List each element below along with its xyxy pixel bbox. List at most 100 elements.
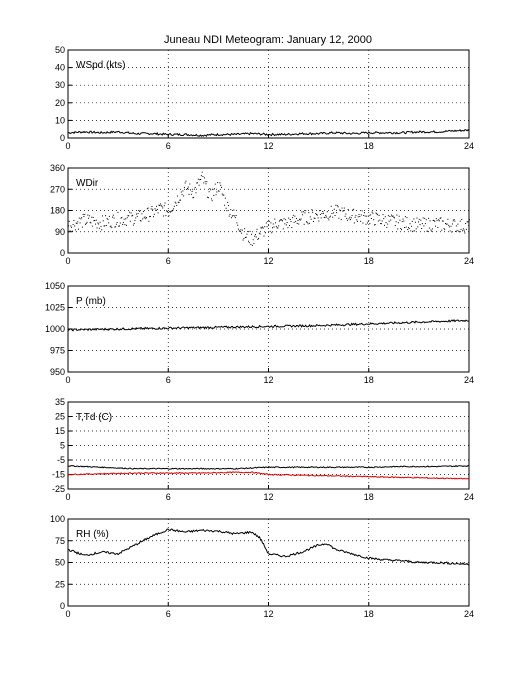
panel-5: 0 6 12 18 24 0 25 50 75 100 RH (%) <box>50 514 474 619</box>
wdir-point <box>390 219 392 221</box>
wdir-point <box>169 211 171 213</box>
wdir-point <box>322 211 324 213</box>
wdir-point <box>300 218 302 220</box>
wdir-point <box>418 218 420 220</box>
wdir-point <box>393 216 395 218</box>
wdir-point <box>390 214 392 216</box>
wdir-point <box>190 189 192 191</box>
wdir-point <box>240 229 242 231</box>
wdir-point <box>370 214 372 216</box>
wdir-point <box>228 215 230 217</box>
panel-1: 0 6 12 18 24 0 10 20 30 40 50 WSpd (kts) <box>55 45 474 151</box>
wdir-point <box>236 222 238 224</box>
wdir-point <box>207 196 209 198</box>
wdir-point <box>119 222 121 224</box>
wdir-point <box>245 236 247 238</box>
wdir-point <box>201 171 203 173</box>
wdir-point <box>299 219 301 221</box>
wdir-point <box>216 191 218 193</box>
wdir-point <box>383 218 385 220</box>
wdir-point <box>257 238 259 240</box>
wdir-point <box>221 193 223 195</box>
wdir-point <box>437 226 439 228</box>
wdir-point <box>273 226 275 228</box>
wdir-point <box>334 214 336 216</box>
wdir-point <box>227 205 229 207</box>
wdir-point <box>258 237 260 239</box>
wdir-point <box>317 217 319 219</box>
wdir-point <box>313 217 315 219</box>
x-tick-label: 18 <box>364 141 374 151</box>
wdir-point <box>112 216 114 218</box>
wdir-point <box>91 225 93 227</box>
wdir-point <box>411 225 413 227</box>
wdir-point <box>449 230 451 232</box>
wdir-point <box>198 184 200 186</box>
panel-3: 0 6 12 18 24 950 975 1000 1025 1050 P (mb) <box>45 281 474 385</box>
wdir-point <box>202 176 204 178</box>
wdir-point <box>217 190 219 192</box>
wdir-point <box>170 210 172 212</box>
wdir-point <box>153 213 155 215</box>
wdir-point <box>247 230 249 232</box>
wdir-point <box>386 226 388 228</box>
wdir-point <box>444 229 446 231</box>
wdir-point <box>452 223 454 225</box>
wdir-point <box>278 220 280 222</box>
wdir-point <box>178 202 180 204</box>
wdir-point <box>404 216 406 218</box>
wdir-point <box>231 217 233 219</box>
wdir-point <box>135 217 137 219</box>
wdir-point <box>289 218 291 220</box>
wdir-point <box>100 225 102 227</box>
wdir-point <box>282 220 284 222</box>
wdir-point <box>103 225 105 227</box>
wdir-point <box>456 229 458 231</box>
wdir-point <box>291 227 293 229</box>
wdir-point <box>277 227 279 229</box>
wdir-point <box>428 217 430 219</box>
wdir-point <box>442 220 444 222</box>
x-tick-label: 6 <box>166 492 171 502</box>
wdir-point <box>132 214 134 216</box>
wdir-point <box>462 228 464 230</box>
wdir-point <box>381 220 383 222</box>
wdir-point <box>73 219 75 221</box>
wdir-point <box>189 183 191 185</box>
wdir-point <box>259 233 261 235</box>
wdir-point <box>324 216 326 218</box>
wdir-point <box>184 182 186 184</box>
wdir-point <box>98 223 100 225</box>
wdir-point <box>364 215 366 217</box>
wdir-point <box>84 213 86 215</box>
y-tick-label: 0 <box>60 601 65 611</box>
wdir-point <box>333 212 335 214</box>
wdir-point <box>360 214 362 216</box>
wdir-point <box>111 227 113 229</box>
wdir-point <box>101 229 103 231</box>
x-tick-label: 12 <box>263 609 273 619</box>
y-tick-label: 180 <box>50 206 65 216</box>
wdir-point <box>214 188 216 190</box>
wdir-point <box>166 210 168 212</box>
wdir-point <box>424 223 426 225</box>
wdir-point <box>435 218 437 220</box>
wdir-point <box>308 212 310 214</box>
wdir-point <box>204 181 206 183</box>
wdir-point <box>250 243 252 245</box>
wdir-point <box>147 207 149 209</box>
wdir-point <box>353 208 355 210</box>
wdir-point <box>346 217 348 219</box>
series-line-1 <box>67 128 470 137</box>
wdir-point <box>430 229 432 231</box>
wdir-point <box>366 215 368 217</box>
wdir-point <box>82 213 84 215</box>
wdir-point <box>167 212 169 214</box>
wdir-point <box>457 223 459 225</box>
wdir-point <box>445 223 447 225</box>
wdir-point <box>322 212 324 214</box>
y-tick-label: 30 <box>55 80 65 90</box>
wdir-point <box>197 182 199 184</box>
wdir-point <box>423 225 425 227</box>
